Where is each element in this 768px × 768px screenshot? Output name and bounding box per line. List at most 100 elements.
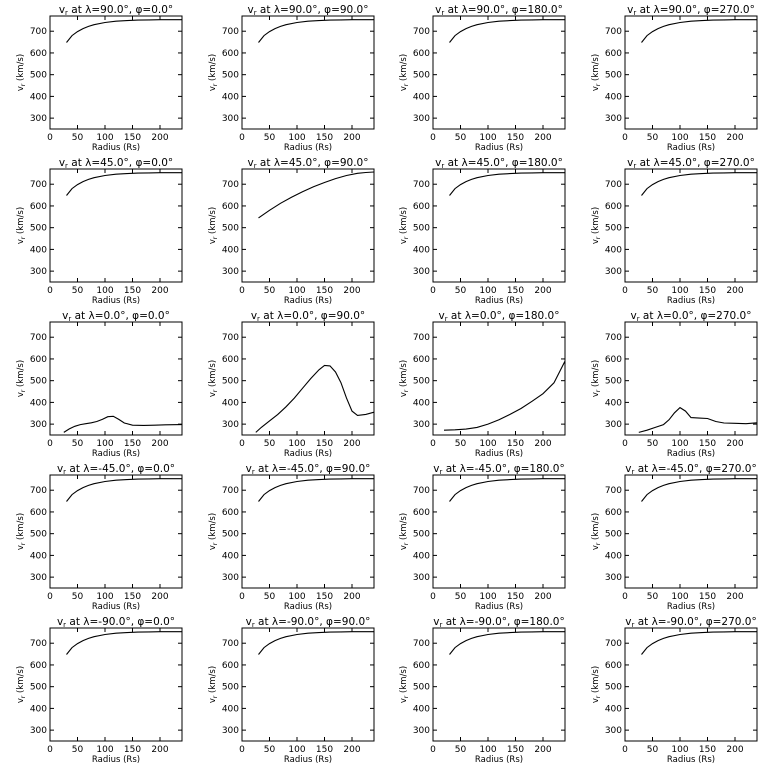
y-tick-label: 300 [222, 726, 239, 736]
x-tick-label: 0 [430, 133, 436, 143]
y-axis-label: vr (km/s) [16, 666, 27, 703]
x-axis-label: Radius (Rs) [284, 755, 332, 765]
x-tick-label: 50 [647, 745, 659, 755]
chart-title-var: v [247, 4, 253, 16]
chart-panel-18: vr at λ=-90.0°, φ=90.0°0 50 100 150 20030040… [208, 616, 375, 765]
x-tick-label: 100 [479, 439, 496, 449]
y-axis-label-var: v [16, 239, 26, 244]
x-tick-label: 50 [72, 133, 84, 143]
y-tick-label: 600 [30, 49, 47, 59]
y-axis-label: vr (km/s) [399, 360, 410, 397]
x-tick-label: 100 [96, 133, 113, 143]
chart-panel-13: vr at λ=-45.0°, φ=0.0°0 50 100 150 200300400… [16, 463, 183, 612]
y-axis-label-unit: (km/s) [208, 666, 218, 696]
y-axis-label: vr (km/s) [208, 513, 219, 550]
y-tick-label: 500 [413, 71, 430, 81]
x-tick-label: 200 [151, 745, 168, 755]
chart-panel-12: vr at λ=0.0°, φ=270.0°0 50 100 150 200300400… [591, 310, 758, 459]
y-tick-label: 400 [222, 551, 239, 561]
y-tick-label: 500 [413, 530, 430, 540]
x-tick-label: 0 [47, 745, 53, 755]
x-tick-label: 200 [726, 439, 743, 449]
x-tick-label: 50 [72, 439, 84, 449]
y-tick-label: 400 [605, 704, 622, 714]
x-tick-label: 100 [288, 286, 305, 296]
y-tick-label: 300 [605, 420, 622, 430]
chart-title-var: v [59, 4, 65, 16]
x-tick-label: 50 [647, 133, 659, 143]
x-tick-label: 200 [151, 133, 168, 143]
x-axis-label: Radius (Rs) [475, 449, 523, 459]
y-tick-label: 700 [222, 27, 239, 37]
chart-title-var: v [627, 4, 633, 16]
y-tick-label: 700 [30, 639, 47, 649]
y-tick-label: 600 [30, 661, 47, 671]
x-tick-label: 150 [124, 133, 141, 143]
y-axis-label-var: v [16, 86, 26, 91]
chart-title-var: v [57, 463, 63, 475]
x-tick-label: 150 [507, 133, 524, 143]
y-tick-label: 600 [222, 508, 239, 518]
x-tick-label: 0 [239, 286, 245, 296]
y-axis-label-var: v [16, 392, 26, 397]
x-tick-label: 50 [647, 286, 659, 296]
chart-title-subscript: r [439, 621, 442, 629]
series-line [449, 478, 565, 502]
y-tick-label: 300 [413, 726, 430, 736]
y-tick-label: 600 [222, 355, 239, 365]
chart-title-var: v [625, 463, 631, 475]
chart-title: vr at λ=90.0°, φ=180.0° [435, 4, 563, 17]
plot-frame [241, 321, 375, 436]
y-axis-label-var: v [208, 392, 218, 397]
y-tick-label: 700 [413, 639, 430, 649]
y-axis-label-unit: (km/s) [399, 360, 409, 390]
chart-panel-15: vr at λ=-45.0°, φ=180.0°0 50 100 150 2003004… [399, 463, 566, 612]
chart-title-subscript: r [63, 468, 66, 476]
chart-title: vr at λ=-90.0°, φ=270.0° [625, 616, 756, 629]
chart-title: vr at λ=0.0°, φ=270.0° [630, 310, 751, 323]
y-tick-label: 300 [605, 573, 622, 583]
series-line [449, 19, 565, 43]
y-axis-label-subscript: r [20, 83, 27, 86]
x-tick-label: 50 [264, 745, 276, 755]
x-tick-label: 150 [124, 592, 141, 602]
chart-title-text: at λ=90.0°, φ=180.0° [444, 4, 563, 16]
chart-panel-5: vr at λ=45.0°, φ=0.0°0 50 100 150 2003004005… [16, 157, 183, 306]
y-axis-label: vr (km/s) [591, 666, 602, 703]
y-tick-label: 500 [605, 683, 622, 693]
y-tick-label: 500 [413, 683, 430, 693]
x-tick-label: 200 [343, 745, 360, 755]
y-tick-label: 700 [222, 333, 239, 343]
chart-title: vr at λ=-45.0°, φ=270.0° [625, 463, 756, 476]
y-tick-label: 500 [605, 530, 622, 540]
chart-title: vr at λ=0.0°, φ=180.0° [438, 310, 559, 323]
y-axis-label: vr (km/s) [399, 54, 410, 91]
chart-title: vr at λ=-90.0°, φ=180.0° [433, 616, 564, 629]
chart-title-text: at λ=-45.0°, φ=0.0° [66, 463, 175, 475]
x-tick-label: 0 [47, 133, 53, 143]
chart-title-text: at λ=0.0°, φ=270.0° [640, 310, 752, 322]
chart-panel-20: vr at λ=-90.0°, φ=270.0°0 50 100 150 2003004… [591, 616, 758, 765]
y-tick-label: 400 [413, 398, 430, 408]
y-axis-label-unit: (km/s) [399, 54, 409, 84]
chart-title-var: v [435, 157, 441, 169]
y-axis-label-subscript: r [403, 236, 410, 239]
chart-panel-2: vr at λ=90.0°, φ=90.0°0 50 100 150 200300400… [208, 4, 375, 153]
y-tick-label: 600 [413, 202, 430, 212]
x-tick-label: 150 [699, 745, 716, 755]
chart-title-subscript: r [65, 9, 68, 17]
y-axis-label-subscript: r [212, 695, 219, 698]
y-axis-label-subscript: r [403, 542, 410, 545]
y-tick-label: 400 [605, 551, 622, 561]
y-tick-label: 500 [413, 224, 430, 234]
x-tick-label: 100 [288, 592, 305, 602]
chart-panel-11: vr at λ=0.0°, φ=180.0°0 50 100 150 200300400… [399, 310, 566, 459]
x-tick-label: 200 [534, 745, 551, 755]
x-tick-label: 100 [96, 286, 113, 296]
y-axis-label-unit: (km/s) [208, 54, 218, 84]
x-axis-label: Radius (Rs) [475, 755, 523, 765]
chart-title-var: v [247, 157, 253, 169]
x-tick-label: 200 [151, 286, 168, 296]
y-tick-label: 400 [413, 704, 430, 714]
y-axis-label-var: v [591, 239, 601, 244]
